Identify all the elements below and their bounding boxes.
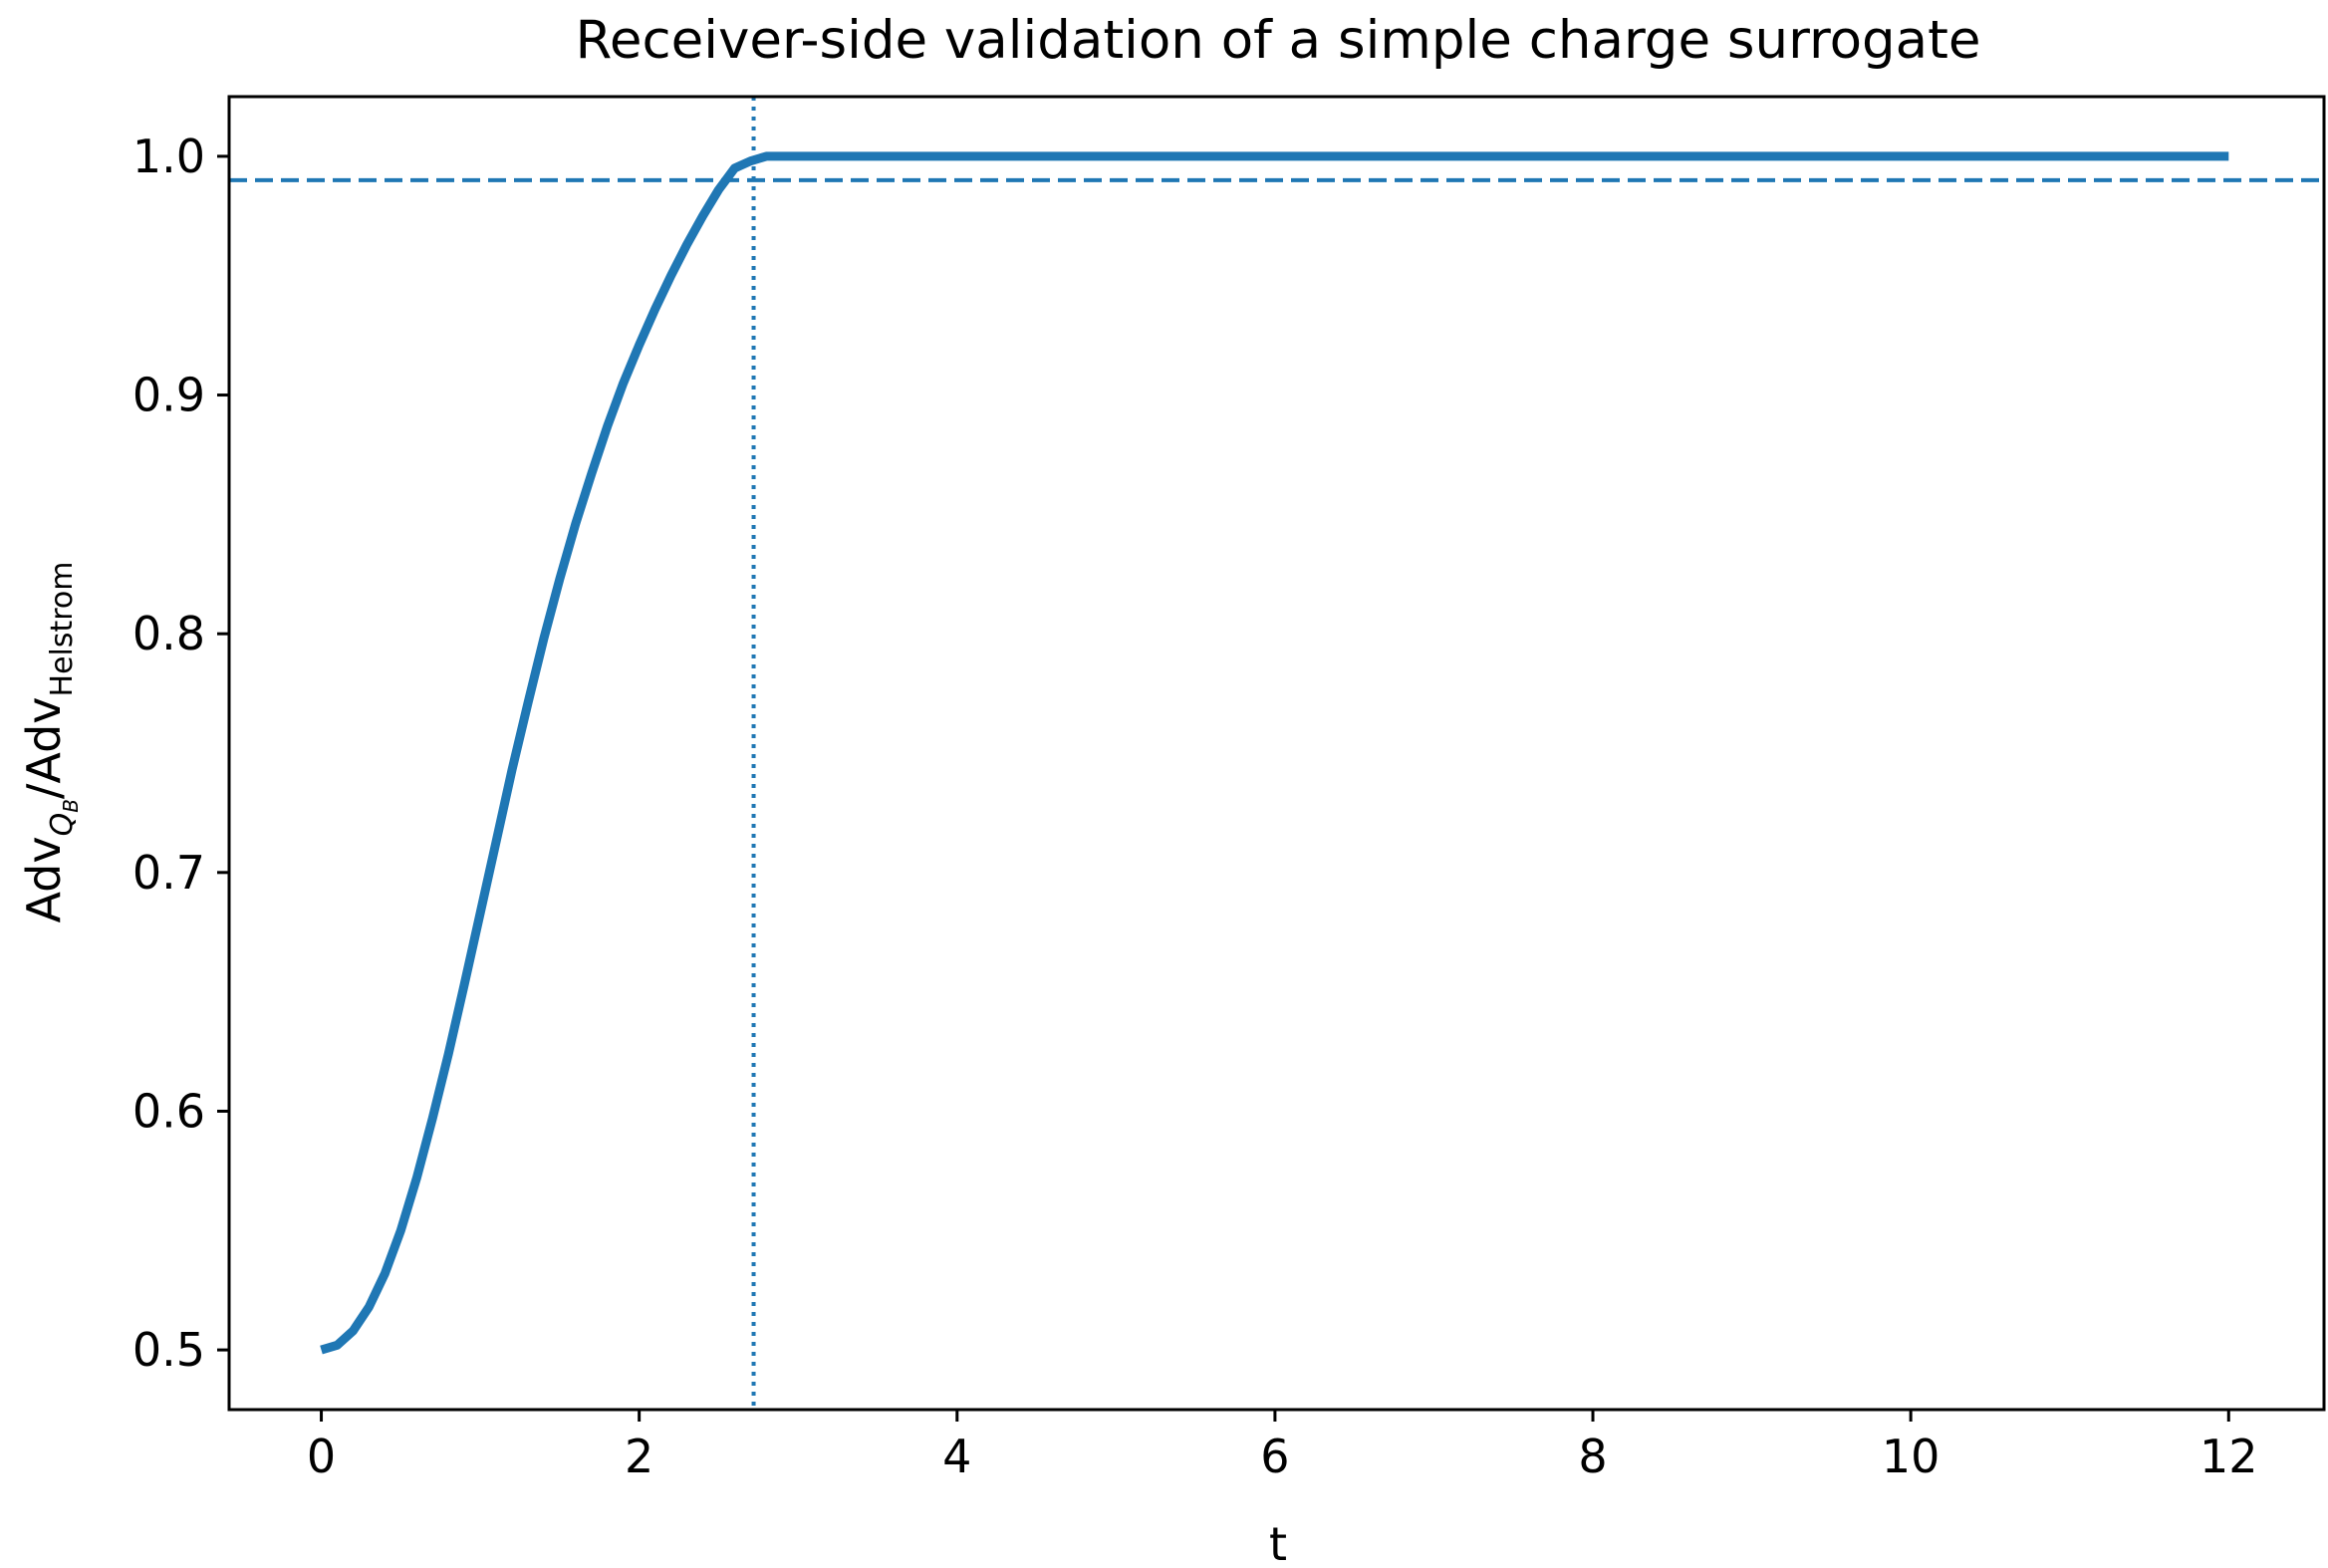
x-axis: 0 2 4 6 8 10 12 [307, 1410, 2258, 1483]
series-line [320, 151, 2229, 1355]
y-tick-label: 0.9 [132, 369, 205, 422]
plot-area [229, 97, 2324, 1410]
x-tick-label: 8 [1578, 1430, 1607, 1483]
x-axis-label: t [1269, 1517, 1287, 1568]
y-axis-label-subscript-1-sub: B [59, 799, 83, 813]
x-tick-label: 2 [625, 1430, 653, 1483]
y-axis-label-subscript-2: Helstrom [45, 561, 80, 696]
y-tick-label: 0.8 [132, 607, 205, 660]
y-tick-label: 0.7 [132, 846, 205, 900]
x-tick-label: 0 [307, 1430, 336, 1483]
y-tick-label: 0.5 [132, 1323, 205, 1377]
y-axis-label-base-2: Adv [17, 696, 71, 783]
y-axis-label-subscript-1: Q [45, 813, 80, 837]
y-tick-label: 1.0 [132, 130, 205, 183]
y-axis: 0.5 0.6 0.7 0.8 0.9 1.0 [132, 130, 229, 1377]
y-axis-label-slash: / [17, 783, 71, 799]
x-tick-label: 12 [2199, 1430, 2258, 1483]
y-tick-label: 0.6 [132, 1084, 205, 1138]
axes-frame [227, 95, 2326, 1412]
x-tick-label: 6 [1260, 1430, 1289, 1483]
y-axis-label-base-1: Adv [17, 836, 71, 922]
x-tick-label: 4 [942, 1430, 971, 1483]
x-tick-label: 10 [1882, 1430, 1940, 1483]
chart-title: Receiver-side validation of a simple cha… [575, 10, 1980, 71]
y-axis-label: AdvQB/AdvHelstrom [17, 561, 83, 922]
